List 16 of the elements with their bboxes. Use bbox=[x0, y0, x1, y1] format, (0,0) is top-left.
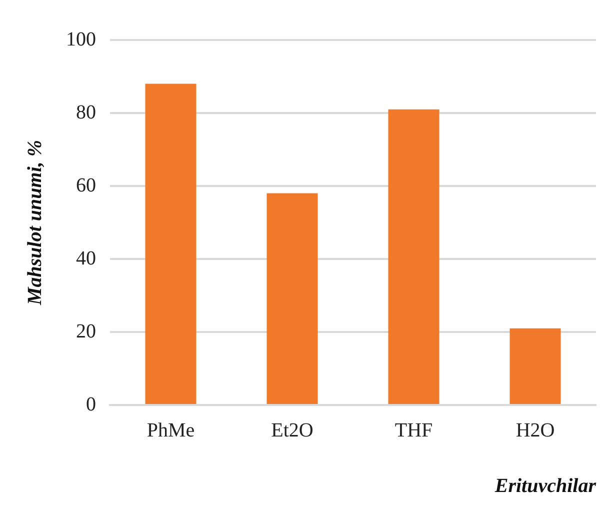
y-tick-label: 60 bbox=[76, 174, 96, 196]
x-tick-label: Et2O bbox=[271, 419, 314, 442]
y-tick-label: 20 bbox=[76, 320, 96, 342]
y-tick-label: 40 bbox=[76, 247, 96, 270]
bar bbox=[266, 193, 318, 404]
x-tick-label: H2O bbox=[516, 419, 555, 442]
bar bbox=[388, 109, 440, 404]
bar bbox=[510, 328, 561, 404]
x-axis-title: Erituvchilar bbox=[494, 475, 596, 498]
y-tick-label: 80 bbox=[76, 101, 96, 124]
x-tick-label: PhMe bbox=[146, 419, 195, 442]
y-axis-title: Mahsulot unumi, % bbox=[24, 140, 46, 306]
x-tick-label: THF bbox=[394, 419, 433, 442]
bar bbox=[145, 84, 196, 404]
y-tick-label: 100 bbox=[66, 28, 96, 50]
y-tick-label: 0 bbox=[86, 393, 96, 416]
